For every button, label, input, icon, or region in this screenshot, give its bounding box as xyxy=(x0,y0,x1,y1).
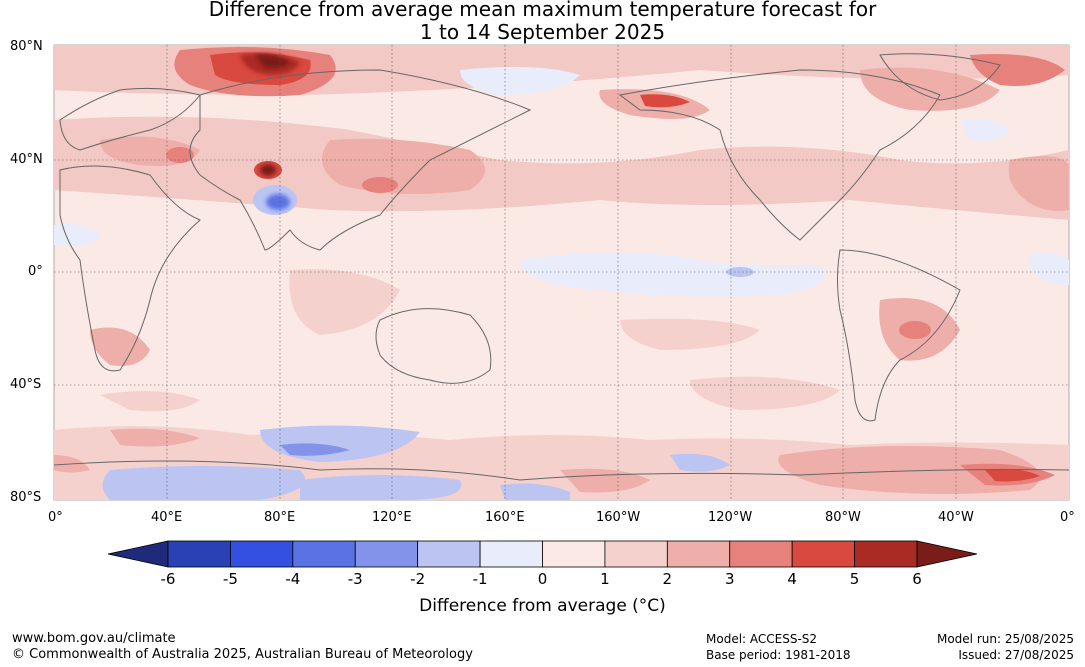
footer-dates: Model run: 25/08/2025 Issued: 27/08/2025 xyxy=(937,631,1074,663)
colorbar-swatch xyxy=(230,540,294,568)
south-america-outline xyxy=(837,249,961,422)
colorbar-tick-label: 0 xyxy=(538,570,548,588)
lat-label-80n: 80°N xyxy=(10,39,43,54)
lat-label-0: 0° xyxy=(28,264,43,279)
colorbar-tick-label: -6 xyxy=(161,570,176,588)
colorbar-swatch xyxy=(354,540,419,568)
footer-issued: Issued: 27/08/2025 xyxy=(958,648,1074,662)
colorbar-tick-label: -1 xyxy=(473,570,488,588)
lon-label-40e: 40°E xyxy=(151,510,183,525)
lat-label-40n: 40°N xyxy=(10,152,43,167)
footer-left: www.bom.gov.au/climate © Commonwealth of… xyxy=(12,631,473,663)
colorbar-tick-label: 3 xyxy=(725,570,735,588)
colorbar-swatch xyxy=(666,540,731,568)
colorbar-swatch xyxy=(729,540,793,568)
colorbar-tick-label: -4 xyxy=(285,570,300,588)
lon-label-120e: 120°E xyxy=(372,510,412,525)
colorbar-swatch xyxy=(479,540,543,568)
footer-model-run: Model run: 25/08/2025 xyxy=(936,632,1074,646)
north-america-outline xyxy=(618,69,941,241)
gridlines xyxy=(54,45,1069,500)
colorbar-swatch xyxy=(854,540,918,568)
australia-outline xyxy=(375,308,492,384)
lon-label-160w: 160°W xyxy=(596,510,641,525)
lon-label-0-left: 0° xyxy=(48,510,63,525)
chart-title: Difference from average mean maximum tem… xyxy=(0,0,1085,44)
title-line-1: Difference from average mean maximum tem… xyxy=(208,0,877,21)
legend-title: Difference from average (°C) xyxy=(419,596,666,616)
greenland-outline xyxy=(879,53,1001,101)
colorbar-swatch xyxy=(542,540,606,568)
lon-label-120w: 120°W xyxy=(708,510,753,525)
lon-label-80e: 80°E xyxy=(264,510,296,525)
colorbar-tick-label: -2 xyxy=(410,570,425,588)
africa-outline xyxy=(59,165,201,372)
footer-base-period: Base period: 1981-2018 xyxy=(706,648,851,662)
colorbar-extend-low xyxy=(107,540,169,568)
europe-outline xyxy=(59,87,201,151)
colorbar-tick-label: 4 xyxy=(787,570,797,588)
colorbar-swatch xyxy=(417,540,481,568)
colorbar-tick-label: 1 xyxy=(600,570,610,588)
footer-model-name: Model: ACCESS-S2 xyxy=(706,632,818,646)
coastlines xyxy=(53,53,1070,481)
title-line-2: 1 to 14 September 2025 xyxy=(419,20,666,44)
lon-label-0-right: 0° xyxy=(1060,510,1075,525)
forecast-map xyxy=(53,44,1070,501)
colorbar-tick-label: 2 xyxy=(663,570,673,588)
legend-colorbar: -6 -5 -4 -3 -2 -1 0 1 2 3 4 5 6 xyxy=(107,540,978,588)
colorbar-swatch xyxy=(292,540,356,568)
colorbar-swatch xyxy=(791,540,855,568)
colorbar-swatch xyxy=(604,540,668,568)
colorbar-tick-label: -5 xyxy=(223,570,238,588)
footer-copyright: © Commonwealth of Australia 2025, Austra… xyxy=(12,647,473,662)
colorbar-tick-label: 6 xyxy=(912,570,922,588)
lon-label-160e: 160°E xyxy=(485,510,525,525)
colorbar-tick-label: 5 xyxy=(850,570,860,588)
colorbar-extend-high xyxy=(916,540,978,568)
lon-label-40w: 40°W xyxy=(938,510,974,525)
colorbar-tick-label: -3 xyxy=(348,570,363,588)
footer-model: Model: ACCESS-S2 Base period: 1981-2018 xyxy=(706,631,851,663)
antarctica-outline xyxy=(53,460,1070,481)
lat-label-40s: 40°S xyxy=(10,377,42,392)
colorbar-swatch xyxy=(167,540,231,568)
lat-label-80s: 80°S xyxy=(10,490,42,505)
footer-website: www.bom.gov.au/climate xyxy=(12,631,176,646)
lon-label-80w: 80°W xyxy=(825,510,861,525)
asia-outline xyxy=(189,69,532,251)
